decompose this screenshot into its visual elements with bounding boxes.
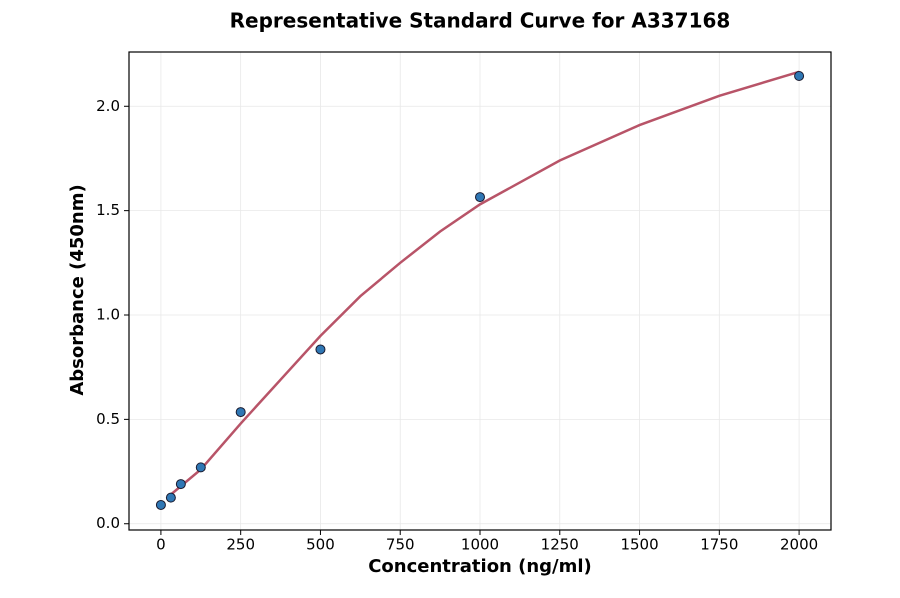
x-tick-label: 1750 — [700, 536, 738, 554]
data-point — [175, 479, 186, 490]
x-tick-label: 1250 — [541, 536, 579, 554]
data-point — [195, 462, 206, 473]
data-point — [165, 492, 176, 503]
data-point — [155, 499, 166, 510]
y-tick-label: 0.0 — [96, 514, 120, 532]
y-tick-label: 1.0 — [96, 306, 120, 324]
x-tick-label: 1000 — [461, 536, 499, 554]
x-tick-label: 750 — [386, 536, 415, 554]
x-axis-label: Concentration (ng/ml) — [368, 556, 592, 577]
x-tick-label: 0 — [156, 536, 166, 554]
x-tick-label: 2000 — [780, 536, 818, 554]
data-point — [315, 344, 326, 355]
x-tick-label: 1500 — [620, 536, 658, 554]
y-axis-label: Absorbance (450nm) — [67, 184, 88, 395]
data-point — [794, 71, 805, 82]
fit-curve — [170, 70, 800, 496]
x-tick-label: 250 — [226, 536, 255, 554]
y-tick-label: 1.5 — [96, 201, 120, 219]
data-point — [235, 407, 246, 418]
chart-title: Representative Standard Curve for A33716… — [230, 9, 731, 33]
y-tick-label: 2.0 — [96, 97, 120, 115]
y-tick-label: 0.5 — [96, 410, 120, 428]
x-tick-label: 500 — [306, 536, 335, 554]
data-point — [475, 192, 485, 203]
plot-frame — [128, 51, 832, 531]
